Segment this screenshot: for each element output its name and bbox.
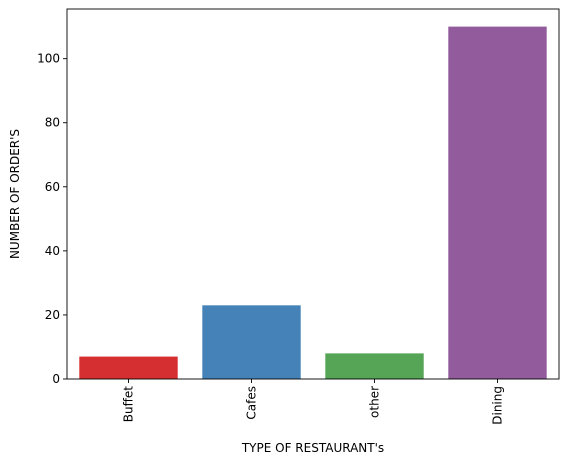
x-tick-label: Dining — [491, 386, 505, 425]
x-axis-ticks: Buffet Cafes other Dining — [122, 379, 505, 425]
bar-buffet — [79, 356, 178, 379]
y-tick-label: 80 — [45, 116, 60, 130]
y-axis-label: NUMBER OF ORDER'S — [8, 129, 22, 259]
bars-group — [79, 26, 547, 379]
y-tick-label: 0 — [52, 372, 60, 386]
bar-other — [325, 353, 424, 379]
x-tick-label: other — [368, 386, 382, 418]
y-tick-label: 20 — [45, 308, 60, 322]
y-tick-label: 40 — [45, 244, 60, 258]
bar-cafes — [202, 305, 301, 379]
y-tick-label: 60 — [45, 180, 60, 194]
x-axis-label: TYPE OF RESTAURANT's — [241, 441, 384, 455]
bar-dining — [448, 26, 547, 379]
x-tick-label: Cafes — [245, 386, 259, 420]
x-tick-label: Buffet — [122, 386, 136, 422]
y-tick-label: 100 — [37, 52, 60, 66]
plot-frame — [66, 8, 560, 380]
y-axis-ticks: 0 20 40 60 80 100 — [37, 52, 67, 386]
